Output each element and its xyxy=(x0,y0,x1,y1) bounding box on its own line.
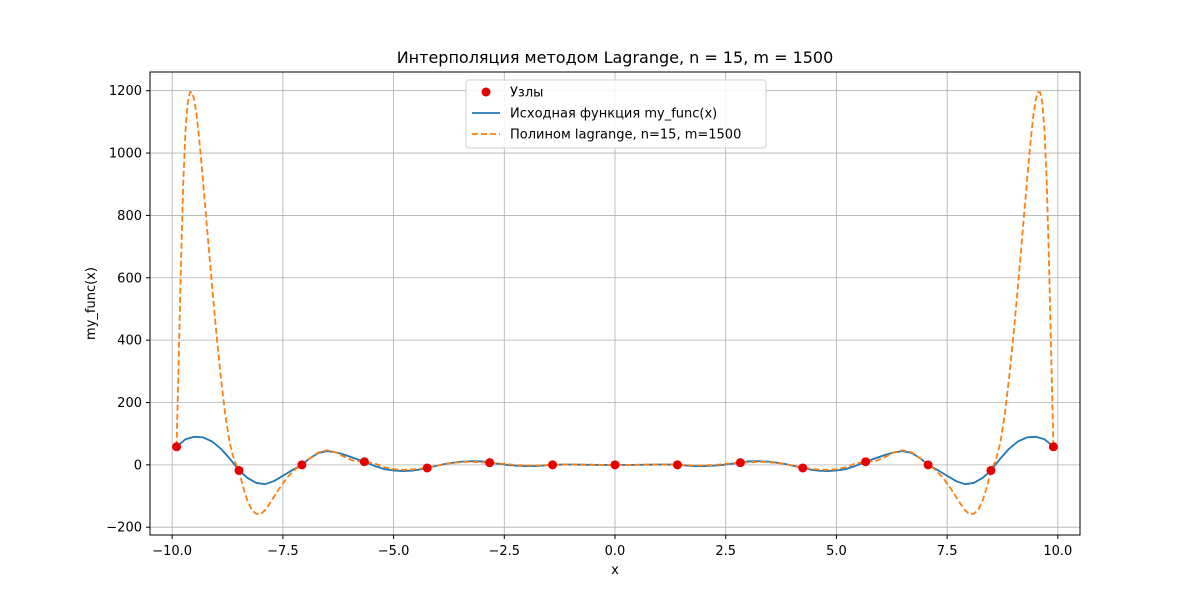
y-tick-label: 0 xyxy=(134,458,142,473)
node-point xyxy=(548,460,558,470)
node-point xyxy=(735,458,745,468)
x-tick-label: 0.0 xyxy=(605,544,626,559)
node-point xyxy=(672,460,682,470)
node-point xyxy=(986,465,996,475)
node-point xyxy=(798,463,808,473)
x-axis-title: x xyxy=(611,563,619,578)
x-tick-label: −2.5 xyxy=(488,544,520,559)
y-tick-label: 800 xyxy=(117,209,142,224)
x-tick-label: −10.0 xyxy=(152,544,192,559)
y-tick-label: 1000 xyxy=(109,147,142,162)
legend-label: Исходная функция my_func(x) xyxy=(510,107,717,122)
node-point xyxy=(610,460,620,470)
y-tick-label: −200 xyxy=(106,521,142,536)
node-point xyxy=(359,457,369,467)
node-point xyxy=(234,465,244,475)
legend-label: Узлы xyxy=(510,86,543,101)
x-tick-label: −7.5 xyxy=(267,544,299,559)
x-tick-label: −5.0 xyxy=(378,544,410,559)
y-tick-label: 600 xyxy=(117,271,142,286)
legend-label: Полином lagrange, n=15, m=1500 xyxy=(510,128,741,143)
legend-swatch-nodes xyxy=(481,87,491,97)
legend-box xyxy=(465,79,767,149)
x-tick-label: 10.0 xyxy=(1043,544,1072,559)
node-point xyxy=(422,463,432,473)
node-point xyxy=(297,460,307,470)
x-tick-label: 7.5 xyxy=(937,544,958,559)
x-tick-label: 2.5 xyxy=(715,544,736,559)
node-point xyxy=(1048,442,1058,452)
legend: Узлы Исходная функция my_func(x) Полином l… xyxy=(465,79,767,149)
y-tick-label: 1200 xyxy=(109,84,142,99)
ticks: −10.0 −7.5 −5.0 −2.5 0.0 2.5 5.0 7.5 10.0 −200 0 20… xyxy=(106,84,1072,559)
node-point xyxy=(172,442,182,452)
chart-title: Интерполяция методом Lagrange, n = 15, m… xyxy=(397,48,834,67)
node-point xyxy=(485,458,495,468)
plot-lines xyxy=(172,91,1058,516)
y-tick-label: 200 xyxy=(117,396,142,411)
node-point xyxy=(923,460,933,470)
node-point xyxy=(861,457,871,467)
y-axis-title: my_func(x) xyxy=(84,267,99,340)
y-tick-label: 400 xyxy=(117,334,142,349)
x-tick-label: 5.0 xyxy=(826,544,847,559)
